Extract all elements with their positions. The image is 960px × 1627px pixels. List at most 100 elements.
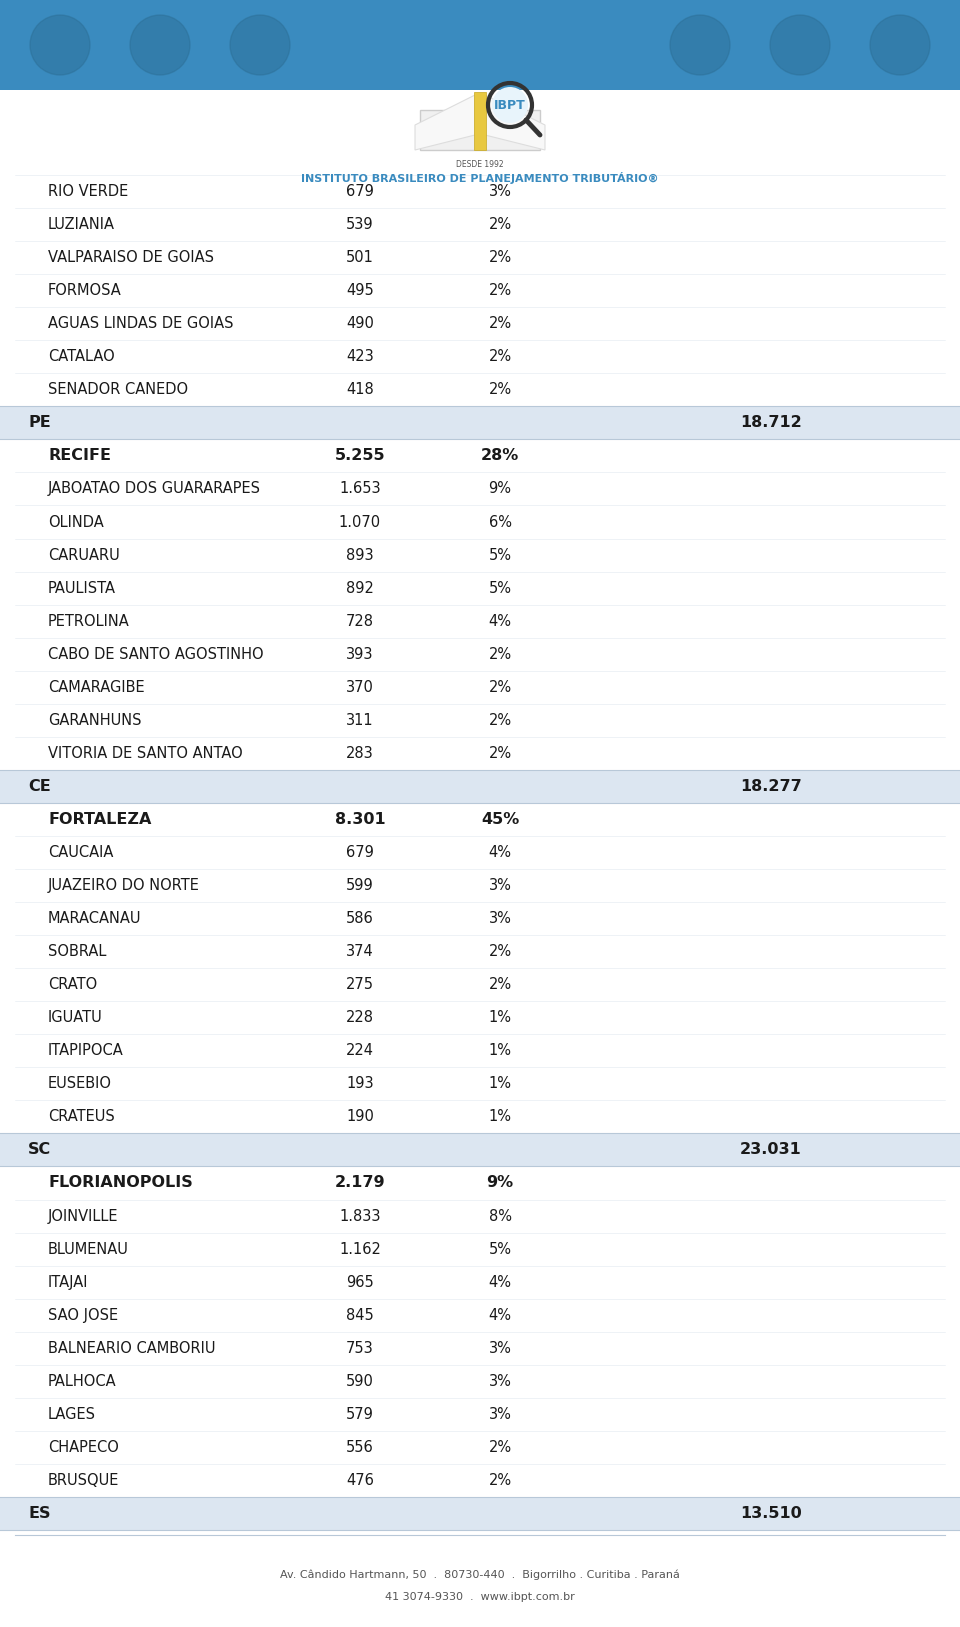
Text: FLORIANOPOLIS: FLORIANOPOLIS (48, 1175, 193, 1191)
Text: 1.070: 1.070 (339, 514, 381, 529)
Polygon shape (485, 94, 545, 150)
Text: 4%: 4% (489, 613, 512, 628)
Text: 224: 224 (346, 1043, 374, 1058)
Text: 1.162: 1.162 (339, 1241, 381, 1256)
Text: 45%: 45% (481, 812, 519, 827)
Text: 5.255: 5.255 (335, 449, 385, 464)
Text: CAUCAIA: CAUCAIA (48, 844, 113, 861)
Text: ITAPIPOCA: ITAPIPOCA (48, 1043, 124, 1058)
Text: 586: 586 (347, 911, 373, 926)
Text: 1%: 1% (489, 1110, 512, 1124)
Text: 9%: 9% (489, 482, 512, 496)
Bar (0, 0, 960, 89)
Circle shape (492, 86, 528, 124)
Text: CATALAO: CATALAO (48, 350, 115, 364)
Text: 4%: 4% (489, 1274, 512, 1290)
Text: 393: 393 (347, 646, 373, 662)
Text: 892: 892 (346, 581, 374, 595)
Text: SOBRAL: SOBRAL (48, 944, 107, 960)
Text: 6%: 6% (489, 514, 512, 529)
Text: LAGES: LAGES (48, 1407, 96, 1422)
Text: 599: 599 (347, 879, 373, 893)
Text: 423: 423 (347, 350, 373, 364)
Text: 2%: 2% (489, 680, 512, 695)
Text: 374: 374 (347, 944, 373, 960)
Text: 2%: 2% (489, 978, 512, 992)
Text: 845: 845 (347, 1308, 373, 1323)
Text: 3%: 3% (489, 911, 512, 926)
Text: 2%: 2% (489, 283, 512, 298)
Text: 311: 311 (347, 713, 373, 727)
Text: 23.031: 23.031 (740, 1142, 802, 1157)
Text: 579: 579 (346, 1407, 374, 1422)
Text: 4%: 4% (489, 844, 512, 861)
Text: Av. Cândido Hartmann, 50  .  80730-440  .  Bigorrilho . Curitiba . Paraná: Av. Cândido Hartmann, 50 . 80730-440 . B… (280, 1570, 680, 1580)
Circle shape (130, 15, 190, 75)
Text: EUSEBIO: EUSEBIO (48, 1077, 112, 1092)
Text: 190: 190 (346, 1110, 374, 1124)
Circle shape (230, 15, 290, 75)
Text: PE: PE (28, 415, 51, 431)
Text: 283: 283 (347, 745, 373, 761)
Text: 476: 476 (346, 1472, 374, 1489)
Text: AGUAS LINDAS DE GOIAS: AGUAS LINDAS DE GOIAS (48, 316, 233, 332)
Text: 2%: 2% (489, 944, 512, 960)
Text: DESDE 1992: DESDE 1992 (456, 159, 504, 169)
Text: LUZIANIA: LUZIANIA (48, 216, 115, 233)
Text: 2%: 2% (489, 382, 512, 397)
Text: 13.510: 13.510 (740, 1507, 802, 1521)
Text: 41 3074-9330  .  www.ibpt.com.br: 41 3074-9330 . www.ibpt.com.br (385, 1591, 575, 1603)
Text: JABOATAO DOS GUARARAPES: JABOATAO DOS GUARARAPES (48, 482, 261, 496)
Text: CAMARAGIBE: CAMARAGIBE (48, 680, 145, 695)
Bar (474, 93, 486, 150)
Text: SC: SC (28, 1142, 51, 1157)
Text: 275: 275 (346, 978, 374, 992)
Text: 1%: 1% (489, 1043, 512, 1058)
Text: ITAJAI: ITAJAI (48, 1274, 88, 1290)
Text: 9%: 9% (487, 1175, 514, 1191)
Text: 2%: 2% (489, 216, 512, 233)
Text: CARUARU: CARUARU (48, 548, 120, 563)
Text: 3%: 3% (489, 879, 512, 893)
Bar (0, 770, 960, 804)
Text: 5%: 5% (489, 548, 512, 563)
Text: GARANHUNS: GARANHUNS (48, 713, 141, 727)
Text: 501: 501 (346, 251, 374, 265)
Text: 8.301: 8.301 (335, 812, 385, 827)
Text: 5%: 5% (489, 581, 512, 595)
Text: 893: 893 (347, 548, 373, 563)
Text: 590: 590 (346, 1373, 374, 1389)
Text: 4%: 4% (489, 1308, 512, 1323)
Text: 3%: 3% (489, 1407, 512, 1422)
Text: 18.277: 18.277 (740, 779, 802, 794)
Text: BLUMENAU: BLUMENAU (48, 1241, 129, 1256)
Text: 2%: 2% (489, 1472, 512, 1489)
Text: 228: 228 (346, 1010, 374, 1025)
Text: JUAZEIRO DO NORTE: JUAZEIRO DO NORTE (48, 879, 200, 893)
Text: SENADOR CANEDO: SENADOR CANEDO (48, 382, 188, 397)
Text: 2%: 2% (489, 251, 512, 265)
Text: 965: 965 (347, 1274, 373, 1290)
Text: FORTALEZA: FORTALEZA (48, 812, 152, 827)
Text: 8%: 8% (489, 1209, 512, 1224)
Text: 2%: 2% (489, 646, 512, 662)
Text: FORMOSA: FORMOSA (48, 283, 122, 298)
Text: 418: 418 (347, 382, 373, 397)
Circle shape (30, 15, 90, 75)
Text: PALHOCA: PALHOCA (48, 1373, 116, 1389)
Text: OLINDA: OLINDA (48, 514, 104, 529)
Circle shape (770, 15, 830, 75)
Text: ES: ES (28, 1507, 51, 1521)
Text: CE: CE (28, 779, 51, 794)
Text: 679: 679 (346, 184, 374, 198)
Text: RIO VERDE: RIO VERDE (48, 184, 129, 198)
Text: 495: 495 (347, 283, 373, 298)
Text: 2%: 2% (489, 1440, 512, 1455)
Text: 2%: 2% (489, 745, 512, 761)
Text: 539: 539 (347, 216, 373, 233)
Text: INSTITUTO BRASILEIRO DE PLANEJAMENTO TRIBUTÁRIO®: INSTITUTO BRASILEIRO DE PLANEJAMENTO TRI… (301, 172, 659, 184)
Text: VITORIA DE SANTO ANTAO: VITORIA DE SANTO ANTAO (48, 745, 243, 761)
Text: 3%: 3% (489, 1341, 512, 1355)
Text: 28%: 28% (481, 449, 519, 464)
Polygon shape (415, 94, 475, 150)
